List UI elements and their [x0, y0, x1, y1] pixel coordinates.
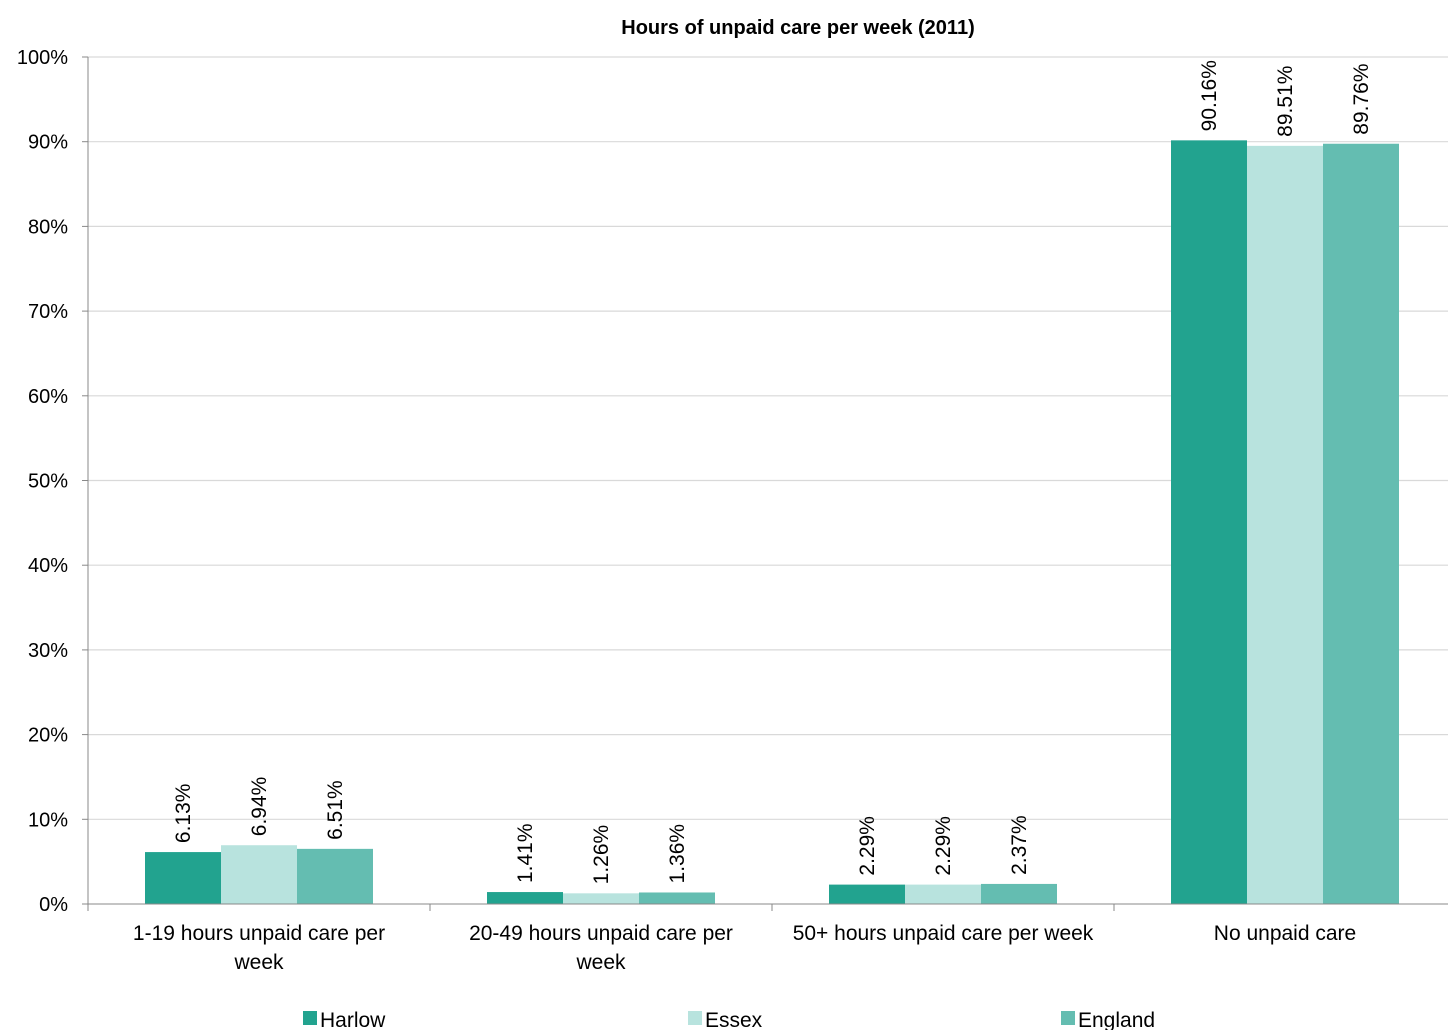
bar-harlow: [1171, 140, 1247, 905]
y-tick-label: 90%: [28, 132, 68, 154]
x-tick-label: 50+ hours unpaid care per week: [793, 922, 1094, 945]
bar-harlow: [829, 884, 905, 904]
y-tick-label: 30%: [28, 640, 68, 662]
bar-england: [981, 883, 1057, 904]
bars: [145, 140, 1399, 905]
y-tick-label: 80%: [28, 216, 68, 238]
bar-essex: [221, 845, 297, 904]
bar-essex: [905, 884, 981, 904]
x-axis-labels: 1-19 hours unpaid care per week 20-49 hour…: [133, 922, 1356, 974]
y-axis-ticks: 0% 10% 20% 30% 40% 50% 60% 70% 80% 90% 100%: [17, 47, 88, 916]
data-label: 90.16%: [1198, 60, 1221, 131]
y-tick-label: 50%: [28, 471, 68, 493]
data-label: 2.29%: [932, 816, 955, 876]
legend-label: England: [1078, 1009, 1155, 1030]
legend-swatch-england: [1061, 1011, 1075, 1025]
bar-england: [1323, 143, 1399, 905]
data-label: 89.76%: [1350, 63, 1373, 134]
bar-essex: [563, 893, 639, 904]
legend-label: Harlow: [320, 1009, 386, 1030]
bar-essex: [1247, 145, 1323, 905]
legend-swatch-harlow: [303, 1011, 317, 1025]
y-tick-label: 70%: [28, 301, 68, 323]
chart-title: Hours of unpaid care per week (2011): [621, 17, 974, 39]
y-tick-label: 60%: [28, 386, 68, 408]
data-label: 2.29%: [856, 816, 879, 876]
y-tick-label: 100%: [17, 47, 68, 69]
x-tick-label: No unpaid care: [1214, 922, 1356, 945]
legend: Harlow Essex England: [303, 1009, 1155, 1030]
data-label: 1.36%: [666, 824, 689, 884]
x-tick-label: 1-19 hours unpaid care per week: [133, 922, 385, 974]
data-label: 1.41%: [514, 824, 537, 884]
bar-england: [639, 892, 715, 904]
bar-england: [297, 848, 373, 904]
data-label: 6.94%: [248, 777, 271, 837]
y-tick-label: 20%: [28, 725, 68, 747]
data-label: 2.37%: [1008, 815, 1031, 875]
bar-harlow: [487, 892, 563, 904]
data-label: 1.26%: [590, 825, 613, 885]
axes: [87, 57, 1448, 911]
legend-swatch-essex: [688, 1011, 702, 1025]
data-label: 89.51%: [1274, 66, 1297, 137]
data-label: 6.51%: [324, 780, 347, 840]
y-tick-label: 40%: [28, 555, 68, 577]
data-labels: 6.13% 1.41% 2.29% 90.16% 6.94% 1.26% 2.29% 89.5…: [172, 60, 1373, 884]
x-tick-label: 20-49 hours unpaid care per week: [469, 922, 733, 974]
bar-harlow: [145, 852, 221, 904]
data-label: 6.13%: [172, 784, 195, 844]
y-tick-label: 0%: [39, 894, 68, 916]
y-tick-label: 10%: [28, 809, 68, 831]
legend-label: Essex: [705, 1009, 763, 1030]
gridlines: [88, 56, 1448, 820]
